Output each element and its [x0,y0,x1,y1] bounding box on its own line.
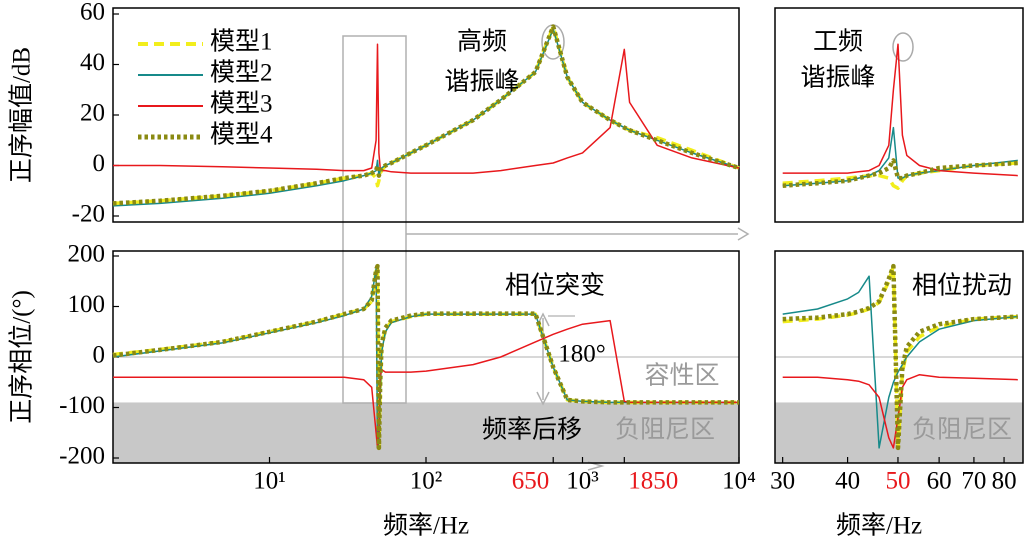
series-line [782,275,1018,449]
x-axis-label: 频率/Hz [836,512,922,540]
x-tick-label: 50 [885,468,910,495]
plot-frame [112,7,740,223]
series-line [112,24,740,206]
legend-label: 模型2 [210,59,273,87]
y-tick-label: 100 [68,291,106,318]
annotation: 容性区 [644,362,719,390]
x-tick-label: 70 [961,468,986,495]
annotation: 高频 [457,28,507,56]
legend-label: 模型4 [210,121,273,149]
x-tick-label: 650 [512,468,550,495]
x-tick-label: 80 [992,468,1017,495]
y-axis-label: 正序相位/(°) [8,290,36,424]
x-tick-label: 60 [927,468,952,495]
series-line [782,263,1018,451]
x-axis-label: 频率/Hz [383,512,469,540]
y-tick-label: 20 [80,100,105,127]
x-tick-label: 10⁴ [722,468,756,495]
plot-frame [774,7,1024,223]
series-line [782,373,1018,449]
annotation: 180° [558,341,606,368]
y-tick-label: 0 [93,342,106,369]
annotation: 谐振峰 [444,68,519,96]
x-tick-label: 40 [835,468,860,495]
series-line [782,264,1018,450]
y-tick-label: -20 [72,201,105,228]
annotation: 相位突变 [505,272,605,300]
zoom-box [342,35,407,404]
series-line [113,43,740,174]
annotation: 负阻尼区 [912,416,1012,444]
zoom-arrow-head [737,227,750,241]
y-tick-label: 60 [80,0,105,26]
y-tick-label: 0 [93,150,106,177]
legend-label: 模型1 [210,28,273,56]
series-line [113,319,739,449]
annotation: 相位扰动 [912,272,1012,300]
series-line [112,24,740,206]
x-tick-label: 30 [770,468,795,495]
y-axis-label: 正序幅值/dB [8,47,36,183]
annotation: 负阻尼区 [615,416,715,444]
x-tick-label: 10¹ [253,468,286,495]
series-line [782,158,1018,188]
series-line [112,28,740,207]
decor [342,24,914,471]
x-tick-label: 10³ [566,468,599,495]
y-tick-label: -100 [59,392,105,419]
plot-frame [774,250,1024,464]
x-tick-label: 1850 [628,468,678,495]
annotation: 工频 [813,28,863,56]
negative-damping-region [113,402,739,463]
legend-label: 模型3 [210,90,273,118]
annotation: 频率后移 [482,416,582,444]
peak-circle [892,32,914,62]
x-tick-label: 10² [410,468,443,495]
y-tick-label: 40 [80,49,105,76]
y-tick-label: -200 [59,443,105,470]
series-line [112,263,739,451]
annotation: 谐振峰 [800,64,875,92]
y-tick-label: 200 [68,241,106,268]
